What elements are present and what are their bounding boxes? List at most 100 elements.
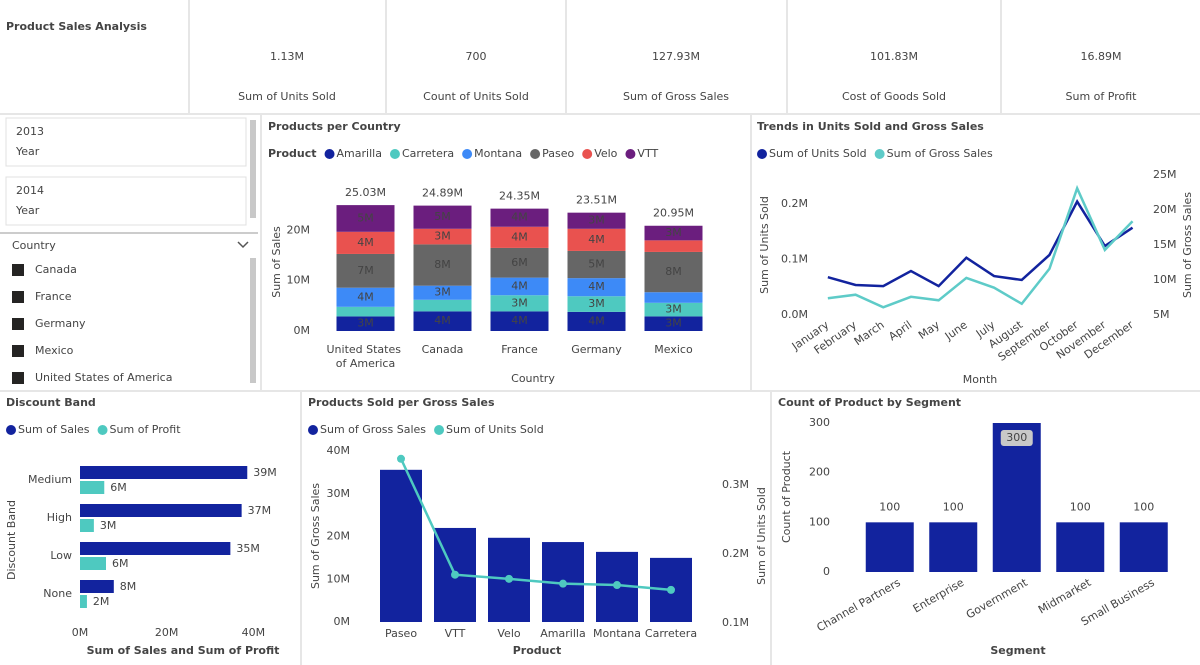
chart-title: Trends in Units Sold and Gross Sales	[757, 120, 984, 133]
bar-segment	[567, 278, 626, 297]
legend-swatch	[389, 149, 400, 159]
y-tick-label: 100	[809, 515, 830, 528]
bar-segment	[336, 316, 395, 331]
data-label: 39M	[253, 466, 277, 479]
kpi-value: 127.93M	[652, 50, 700, 63]
x-tick-label: France	[501, 343, 538, 356]
x-tick-label: Germany	[571, 343, 622, 356]
legend-label: Paseo	[542, 147, 574, 160]
checkbox[interactable]	[12, 345, 24, 357]
data-label: 6M	[112, 557, 129, 570]
y-tick-label: 10M	[287, 274, 311, 287]
legend-label: Sum of Units Sold	[446, 423, 544, 436]
x-axis-title: Sum of Sales and Sum of Profit	[87, 644, 280, 657]
data-label: 100	[943, 500, 964, 513]
y2-tick-label: 0.3M	[722, 478, 749, 491]
total-label: 20.95M	[653, 207, 694, 220]
checkbox[interactable]	[12, 372, 24, 384]
year-value[interactable]: 2014	[16, 184, 44, 197]
panel	[0, 115, 260, 390]
country-option[interactable]: France	[35, 290, 72, 303]
kpi-label: Count of Units Sold	[423, 90, 529, 103]
data-label: 6M	[511, 256, 528, 269]
panel	[0, 0, 188, 113]
bar-segment	[644, 251, 703, 293]
data-label: 3M	[434, 286, 451, 299]
legend-swatch	[324, 149, 335, 159]
y-tick-label: 0.0M	[781, 308, 808, 321]
x-tick-label: Mexico	[654, 343, 693, 356]
checkbox[interactable]	[12, 318, 24, 330]
bar	[80, 580, 114, 593]
y-tick-label: 0	[823, 565, 830, 578]
data-label: 3M	[588, 297, 605, 310]
country-option[interactable]: Germany	[35, 317, 86, 330]
legend-label: Sum of Profit	[110, 423, 182, 436]
bar-segment	[644, 302, 703, 317]
data-label: 7M	[357, 264, 374, 277]
bar-segment	[567, 228, 626, 251]
year-label[interactable]: Year	[15, 145, 40, 158]
line-point	[559, 579, 567, 588]
panel	[0, 392, 300, 665]
y-axis-title: Count of Product	[780, 450, 793, 543]
line-point	[667, 585, 675, 594]
x-tick-label: 0M	[72, 626, 89, 639]
x-tick-label: Paseo	[385, 627, 417, 640]
data-label: 4M	[434, 314, 451, 327]
panel	[387, 0, 565, 113]
country-option[interactable]: Mexico	[35, 344, 74, 357]
chart-title: Discount Band	[6, 396, 96, 409]
legend-title: Product	[268, 147, 317, 160]
data-label: 3M	[100, 519, 117, 532]
bar-segment	[413, 311, 472, 331]
total-label: 23.51M	[576, 194, 617, 207]
bar	[80, 542, 231, 555]
data-label: 3M	[665, 317, 682, 330]
bar	[1056, 522, 1105, 572]
legend-label: Sum of Gross Sales	[887, 147, 993, 160]
bar-segment	[490, 311, 549, 331]
checkbox[interactable]	[12, 264, 24, 276]
y2-tick-label: 0.2M	[722, 547, 749, 560]
legend-swatch	[757, 149, 767, 159]
data-label: 3M	[665, 226, 682, 239]
x-axis-title: Country	[511, 372, 555, 385]
year-value[interactable]: 2013	[16, 125, 44, 138]
country-option[interactable]: Canada	[35, 263, 77, 276]
dropdown-chevron[interactable]	[237, 241, 249, 249]
kpi-label: Cost of Goods Sold	[842, 90, 946, 103]
bar-segment	[644, 240, 703, 252]
chart-title: Products per Country	[268, 120, 401, 133]
y2-tick-label: 25M	[1153, 168, 1177, 181]
bar-segment	[413, 228, 472, 245]
data-label: 8M	[120, 580, 137, 593]
data-label: 3M	[588, 214, 605, 227]
y2-tick-label: 0.1M	[722, 616, 749, 629]
data-label: 4M	[511, 279, 528, 292]
data-label: 4M	[588, 233, 605, 246]
kpi-value: 16.89M	[1081, 50, 1122, 63]
data-label: 8M	[434, 258, 451, 271]
kpi-value: 101.83M	[870, 50, 918, 63]
year-label[interactable]: Year	[15, 204, 40, 217]
line	[399, 458, 672, 592]
bar-segment	[413, 205, 472, 229]
data-label: 3M	[511, 296, 528, 309]
data-label: 4M	[357, 290, 374, 303]
data-label: 4M	[511, 230, 528, 243]
bar-segment	[567, 311, 626, 331]
data-label: 35M	[236, 542, 260, 555]
y-tick-label: Low	[50, 549, 72, 562]
data-label: 3M	[434, 230, 451, 243]
data-label: 100	[1133, 500, 1154, 513]
legend-swatch	[874, 149, 885, 159]
line	[827, 184, 1134, 309]
x-tick-label: VTT	[445, 627, 466, 640]
country-option[interactable]: United States of America	[35, 371, 172, 384]
year-option[interactable]	[5, 117, 247, 167]
year-option[interactable]	[5, 176, 247, 226]
checkbox[interactable]	[12, 291, 24, 303]
y-axis-title: Sum of Gross Sales	[309, 483, 322, 589]
y2-axis-title: Sum of Gross Sales	[1181, 192, 1194, 298]
